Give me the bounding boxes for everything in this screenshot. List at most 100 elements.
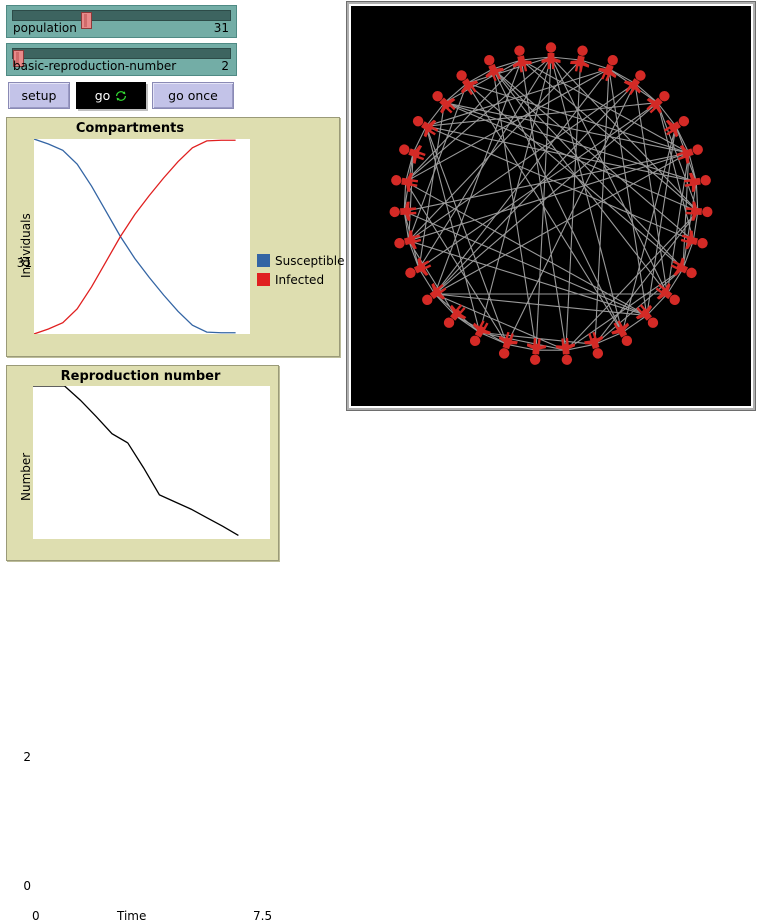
network-node-person[interactable] (679, 229, 710, 254)
network-node-person[interactable] (417, 279, 450, 310)
legend-swatch-susceptible (257, 254, 270, 267)
slider-basic-reproduction-number[interactable]: basic-reproduction-number 2 (6, 43, 237, 76)
plot-reproduction-number-xtick-min: 0 (32, 909, 40, 923)
slider-basic-reproduction-number-track[interactable] (12, 48, 231, 67)
plot-reproduction-number-ytick-min: 0 (23, 879, 31, 893)
plot-compartments-canvas (34, 139, 250, 334)
person-head (391, 175, 402, 186)
person-head (432, 90, 443, 102)
network-edge (682, 181, 697, 269)
network-edge (492, 68, 623, 333)
slider-population-value: 31 (213, 21, 229, 35)
person-head (561, 354, 573, 365)
person-body (663, 119, 681, 138)
network-edge (418, 268, 436, 295)
network-node-person[interactable] (525, 337, 547, 365)
person-head (399, 144, 410, 155)
legend-item-infected[interactable]: Infected (257, 271, 343, 288)
network-node-person[interactable] (541, 42, 561, 69)
network-edge (692, 211, 699, 241)
person-body (555, 337, 576, 355)
network-node-person[interactable] (402, 255, 434, 284)
slider-population[interactable]: population 31 (6, 5, 237, 38)
network-edge (444, 102, 699, 212)
network-node-person[interactable] (569, 44, 593, 74)
network-node-person[interactable] (674, 139, 706, 166)
network-edge (408, 240, 647, 317)
person-head (669, 294, 680, 306)
network-edges (403, 56, 699, 351)
network-node-person[interactable] (661, 110, 694, 140)
person-body (413, 257, 432, 276)
network-edge (466, 82, 684, 270)
setup-button[interactable]: setup (8, 82, 70, 109)
plot-compartments-title: Compartments (75, 121, 185, 136)
network-node-person[interactable] (683, 170, 712, 193)
network-node-person[interactable] (427, 86, 459, 118)
person-body (683, 172, 701, 192)
network-node-person[interactable] (464, 317, 494, 350)
network-edge (425, 126, 481, 333)
network-edge (479, 331, 567, 351)
network-edge (405, 59, 522, 183)
network-node-person[interactable] (668, 255, 700, 284)
network-node-person[interactable] (608, 317, 638, 350)
person-body (676, 145, 694, 164)
network-edge (656, 102, 694, 241)
slider-population-handle[interactable] (80, 12, 92, 29)
network-edge (580, 59, 610, 70)
network-node-person[interactable] (596, 52, 624, 84)
network-node-person[interactable] (509, 44, 533, 74)
network-node-person[interactable] (632, 300, 664, 333)
network-world-view[interactable] (347, 2, 755, 410)
network-edge (418, 56, 552, 269)
network-edge (550, 56, 668, 295)
plot-reproduction-number-canvas (33, 386, 270, 539)
person-head (659, 90, 670, 102)
legend-label-infected: Infected (275, 272, 325, 287)
slider-population-track[interactable] (12, 10, 231, 29)
network-edge (434, 293, 567, 351)
plot-compartments[interactable]: Compartments Individuals 31 0 0 7.5 Time… (6, 117, 345, 472)
network-node-person[interactable] (396, 139, 428, 166)
network-node-person[interactable] (390, 170, 419, 193)
network-node-person[interactable] (478, 52, 506, 84)
go-once-button[interactable]: go once (152, 82, 234, 109)
network-node-person[interactable] (409, 110, 442, 140)
network-edge (466, 56, 552, 84)
network-node-person[interactable] (582, 330, 608, 361)
person-head (394, 237, 405, 249)
series-reproduction-number (33, 386, 238, 535)
network-node-person[interactable] (494, 330, 520, 361)
network-node-person[interactable] (389, 201, 417, 221)
network-edge (405, 181, 508, 345)
network-node-person[interactable] (685, 201, 713, 221)
network-node-person[interactable] (438, 300, 470, 333)
network-node-person[interactable] (642, 86, 674, 118)
person-body (472, 320, 491, 338)
network-node-person[interactable] (652, 279, 685, 310)
legend-item-susceptible[interactable]: Susceptible (257, 252, 345, 269)
plot-reproduction-number[interactable]: Reproduction number Number 2 0 0 7.5 Tim… (6, 365, 279, 923)
network-edge (434, 152, 690, 295)
network-edge (408, 59, 581, 242)
network-edge (408, 82, 636, 242)
plot-reproduction-number-xlabel: Time (117, 909, 147, 923)
plot-reproduction-number-ylabel: Number (19, 452, 33, 501)
slider-basic-reproduction-number-handle[interactable] (13, 50, 24, 67)
person-body (611, 320, 630, 338)
network-edge (550, 56, 581, 61)
network-edge (657, 102, 677, 127)
person-head (514, 45, 525, 56)
person-head (484, 54, 495, 66)
go-button[interactable]: go (76, 82, 146, 109)
network-node-person[interactable] (620, 66, 651, 99)
plot-compartments-legend: Susceptible Infected (257, 252, 345, 290)
network-edge (521, 59, 690, 154)
series-infected (34, 140, 236, 334)
network-node-person[interactable] (451, 66, 482, 99)
person-body (526, 337, 547, 355)
legend-label-susceptible: Susceptible (275, 253, 345, 268)
network-node-person[interactable] (392, 229, 423, 254)
network-node-person[interactable] (555, 337, 577, 365)
